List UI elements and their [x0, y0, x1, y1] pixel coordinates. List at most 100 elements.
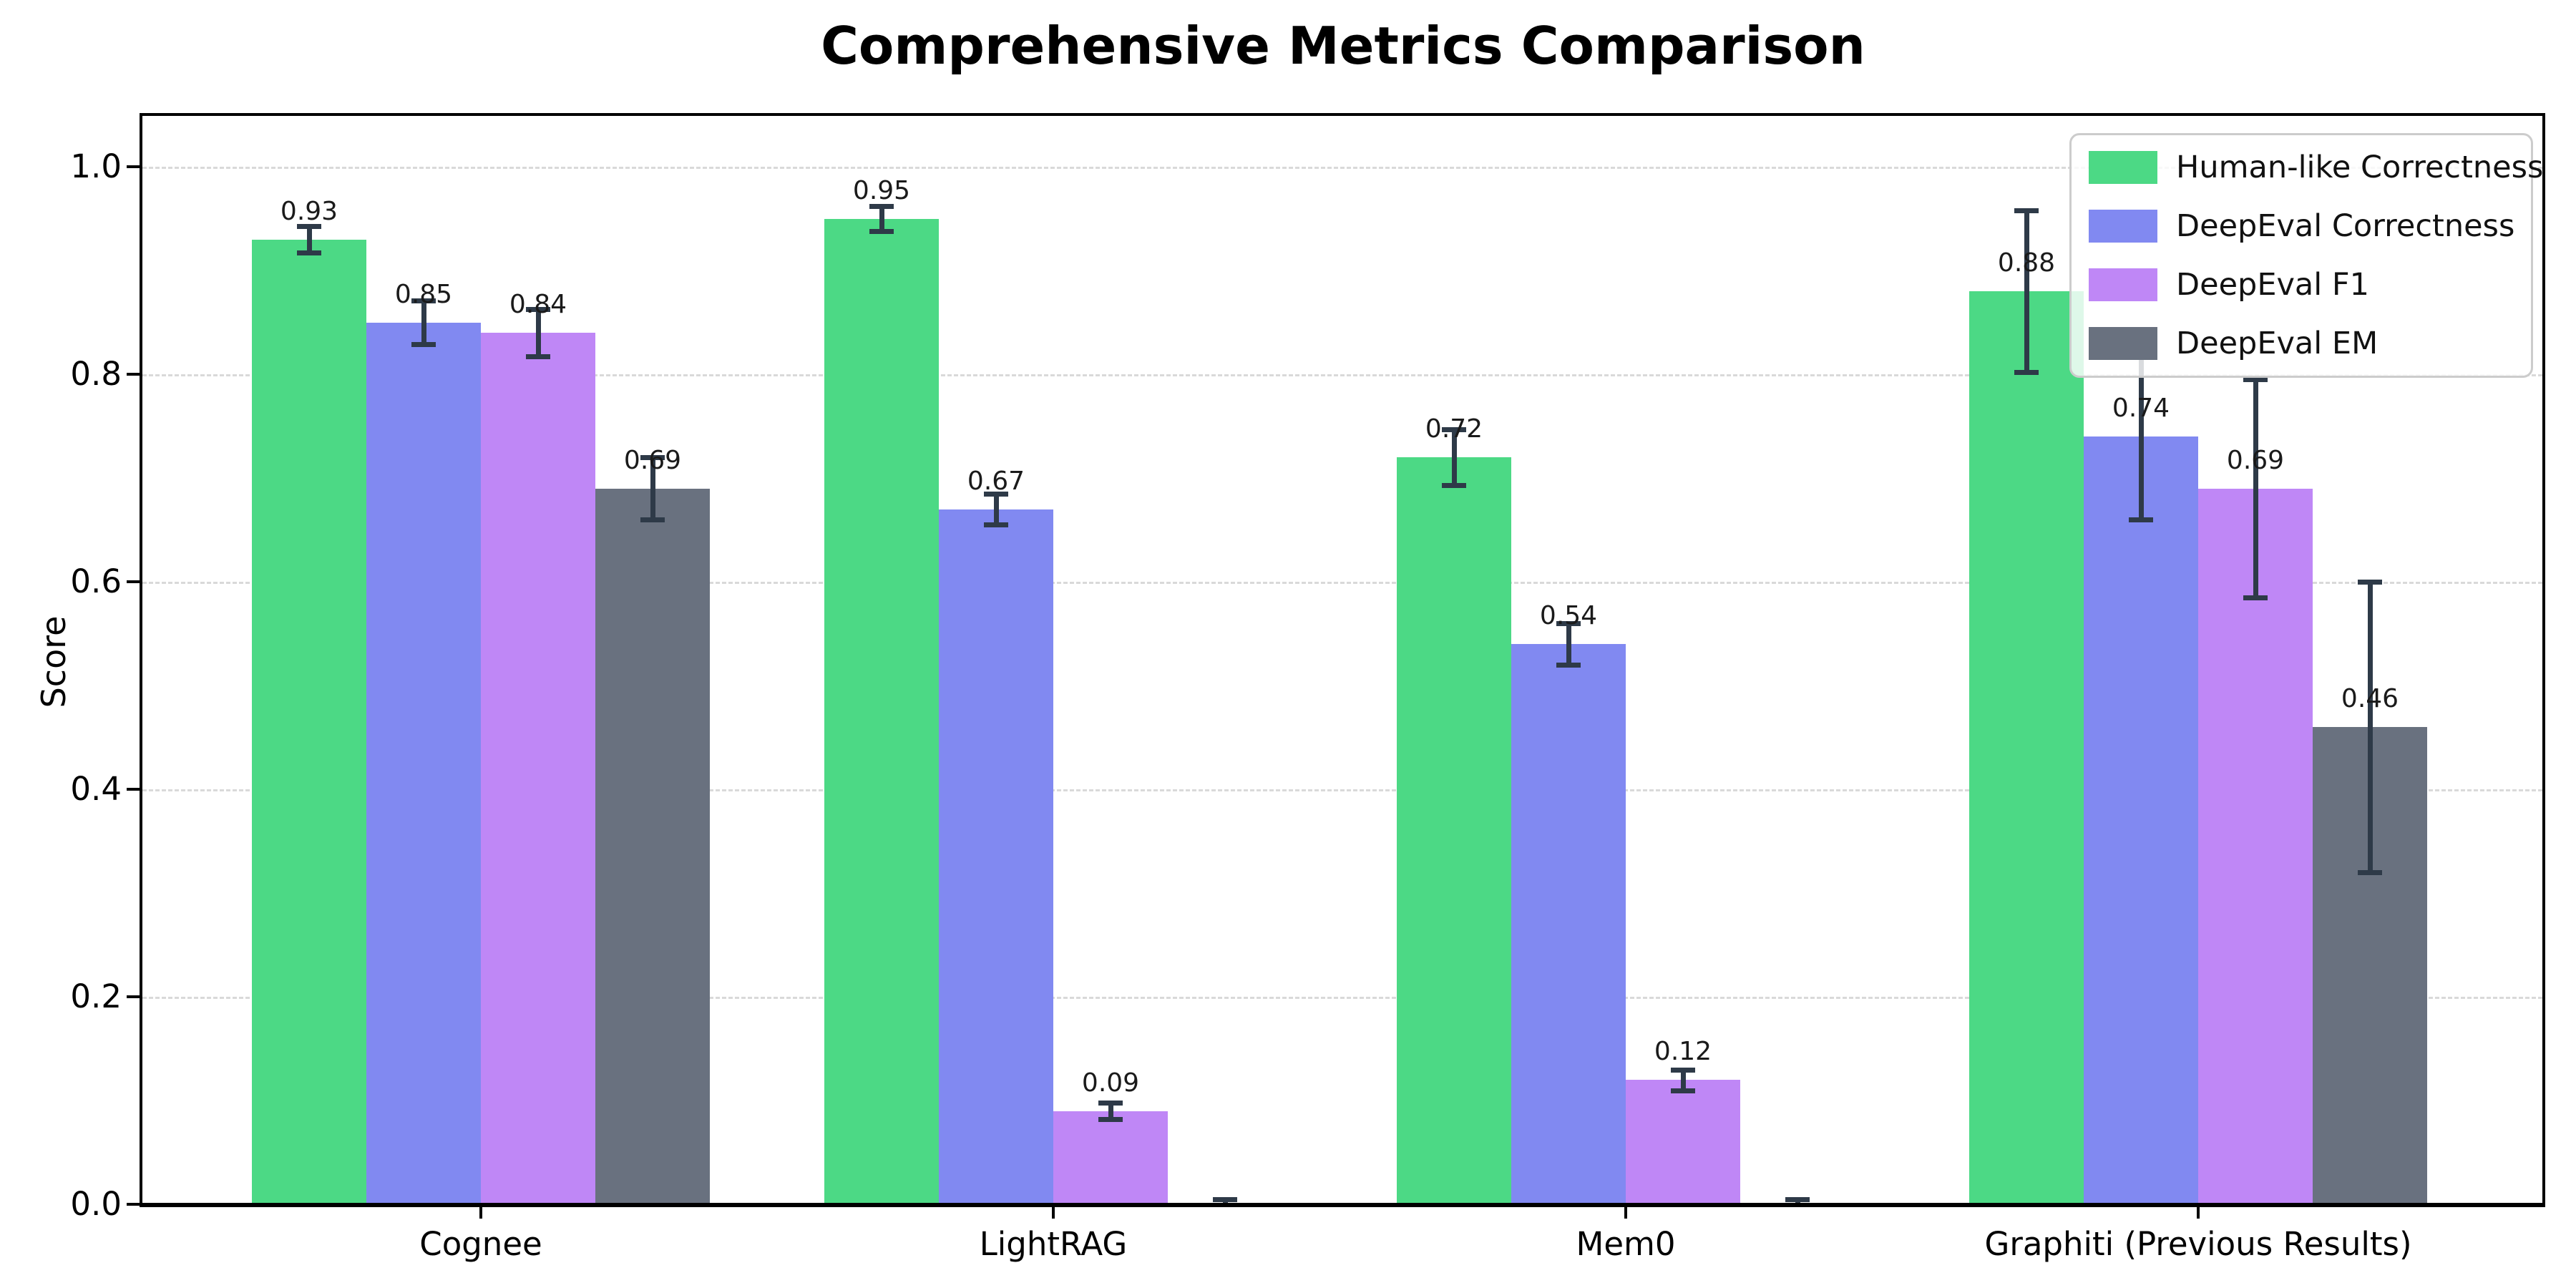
legend-item: Human-like Correctness	[2072, 138, 2543, 197]
error-bar-cap-bottom	[526, 354, 550, 360]
bar-deepeval-em	[595, 488, 710, 1204]
error-bar-cap-bottom	[411, 341, 436, 347]
error-bar-cap-top	[1556, 621, 1581, 626]
legend-label: DeepEval Correctness	[2176, 208, 2515, 244]
y-tick-mark	[127, 580, 140, 583]
y-tick-label: 0.4	[70, 770, 122, 808]
error-bar-cap-top	[2243, 377, 2268, 383]
x-tick-mark	[1052, 1207, 1055, 1219]
error-bar-cap-bottom	[1098, 1117, 1123, 1123]
error-bar	[2253, 379, 2258, 597]
bar-human-like-correctness	[1969, 291, 2084, 1204]
bar-value-label: 0.95	[852, 175, 911, 205]
error-bar-cap-bottom	[2129, 517, 2153, 522]
gridline-0.6	[142, 582, 2542, 584]
error-bar-cap-top	[869, 204, 894, 210]
legend-swatch-icon	[2089, 268, 2157, 301]
gridline-0.4	[142, 789, 2542, 791]
legend-swatch-icon	[2089, 327, 2157, 360]
bar-deepeval-f1	[1053, 1111, 1168, 1204]
bar-value-label: 0.88	[1997, 248, 2056, 278]
chart-title: Comprehensive Metrics Comparison	[821, 16, 1865, 76]
error-bar	[536, 308, 541, 357]
legend-label: DeepEval F1	[2176, 267, 2369, 303]
x-tick-label-1: Cognee	[419, 1225, 542, 1263]
y-tick-label: 1.0	[70, 147, 122, 185]
error-bar	[650, 457, 655, 519]
error-bar	[1108, 1102, 1113, 1120]
bar-human-like-correctness	[824, 218, 939, 1204]
bar-value-label: 0.85	[394, 279, 453, 309]
error-bar	[2368, 582, 2373, 872]
error-bar-cap-top	[1442, 426, 1466, 432]
y-tick-label: 0.2	[70, 977, 122, 1015]
error-bar-cap-bottom	[297, 250, 321, 256]
x-axis-baseline	[140, 1203, 2545, 1207]
bar-human-like-correctness	[1397, 457, 1511, 1204]
error-bar-cap-bottom	[1556, 663, 1581, 668]
error-bar-cap-top	[1213, 1196, 1237, 1202]
legend-label: DeepEval EM	[2176, 326, 2379, 361]
bar-value-label: 0.69	[2226, 445, 2285, 475]
error-bar	[879, 206, 884, 231]
y-tick-mark	[127, 165, 140, 168]
legend-item: DeepEval EM	[2072, 314, 2531, 373]
error-bar-cap-top	[640, 455, 665, 460]
y-axis-title: Score	[34, 615, 73, 708]
x-tick-mark	[1624, 1207, 1627, 1219]
bar-deepeval-f1	[1626, 1080, 1740, 1204]
error-bar-cap-top	[2358, 580, 2382, 585]
error-bar-cap-top	[526, 306, 550, 312]
legend-item: DeepEval F1	[2072, 255, 2531, 314]
bar-human-like-correctness	[252, 239, 366, 1204]
bar-deepeval-correctness	[2084, 436, 2198, 1204]
error-bar-cap-bottom	[2014, 370, 2039, 376]
error-bar	[994, 493, 999, 525]
error-bar-cap-top	[1098, 1100, 1123, 1106]
y-tick-mark	[127, 788, 140, 791]
legend: Human-like Correctness DeepEval Correctne…	[2069, 133, 2543, 378]
error-bar	[1452, 429, 1457, 486]
error-bar-cap-bottom	[1671, 1088, 1695, 1093]
bar-deepeval-correctness	[366, 322, 481, 1204]
top-spine	[140, 113, 2545, 116]
bar-value-label: 0.93	[280, 196, 338, 226]
bar-deepeval-f1	[481, 333, 595, 1204]
bar-value-label: 0.72	[1425, 414, 1483, 444]
y-tick-label: 0.6	[70, 562, 122, 600]
error-bar	[2139, 353, 2144, 519]
legend-swatch-icon	[2089, 151, 2157, 184]
bar-value-label: 0.74	[2112, 394, 2170, 424]
bar-value-label: 0.12	[1654, 1037, 1712, 1067]
error-bar	[1681, 1069, 1686, 1091]
legend-item: DeepEval Correctness	[2072, 197, 2531, 255]
gridline-0.2	[142, 997, 2542, 999]
left-spine	[140, 113, 142, 1207]
bar-deepeval-correctness	[939, 509, 1053, 1204]
error-bar-cap-bottom	[2243, 595, 2268, 600]
error-bar	[2024, 210, 2029, 373]
bar-value-label: 0.54	[1539, 601, 1598, 631]
error-bar-cap-top	[2014, 208, 2039, 213]
gridline-0.8	[142, 374, 2542, 376]
x-tick-label-2: LightRAG	[979, 1225, 1128, 1263]
x-tick-mark	[2197, 1207, 2200, 1219]
y-tick-label: 0.0	[70, 1185, 122, 1223]
y-tick-label: 0.8	[70, 355, 122, 393]
bar-deepeval-f1	[2198, 488, 2313, 1204]
error-bar-cap-top	[1671, 1067, 1695, 1073]
legend-label: Human-like Correctness	[2176, 150, 2544, 185]
error-bar	[1566, 623, 1571, 665]
error-bar-cap-bottom	[1442, 483, 1466, 489]
bar-value-label: 0.46	[2341, 684, 2399, 714]
x-tick-mark	[479, 1207, 482, 1219]
error-bar-cap-top	[1785, 1196, 1810, 1202]
y-tick-mark	[127, 1203, 140, 1206]
bar-deepeval-correctness	[1511, 644, 1626, 1204]
bar-value-label: 0.84	[509, 290, 567, 320]
bar-value-label: 0.69	[623, 445, 682, 475]
error-bar-cap-bottom	[640, 517, 665, 522]
error-bar-cap-bottom	[869, 228, 894, 234]
bar-value-label: 0.67	[967, 466, 1025, 496]
